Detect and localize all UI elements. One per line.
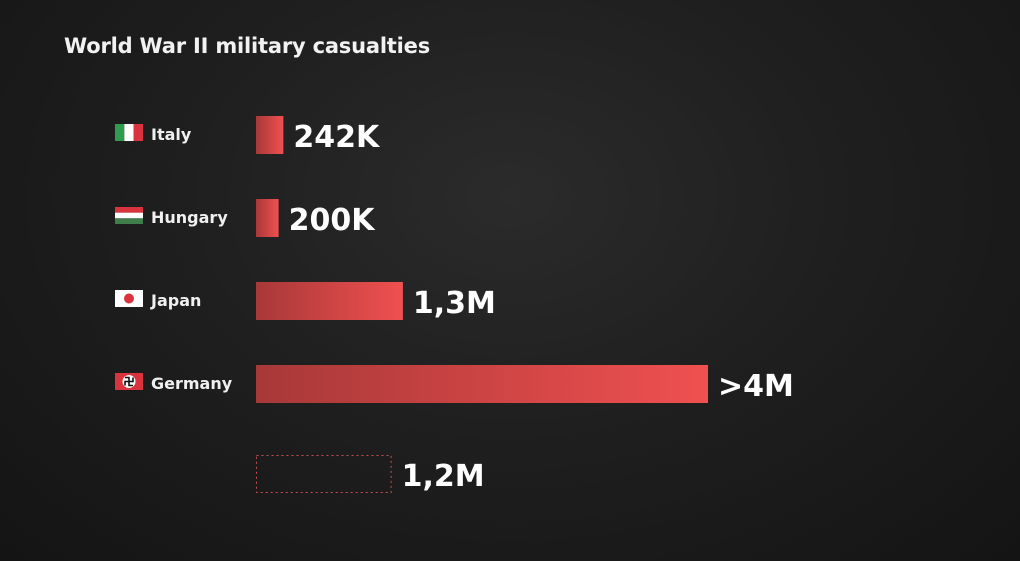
bar-row: 1,2M — [256, 455, 485, 494]
category-label: Japan — [150, 291, 201, 310]
value-label: >4M — [718, 369, 794, 404]
flag-stripe — [115, 207, 143, 213]
bar-row: Japan 1,3M — [115, 282, 496, 321]
flag-stripe — [133, 124, 143, 141]
italy-flag-icon — [115, 124, 143, 141]
category-label: Germany — [151, 374, 233, 393]
bar — [256, 365, 708, 403]
bar — [256, 116, 284, 154]
bar-row: Hungary 200K — [115, 199, 376, 238]
germany-flag-icon — [115, 373, 143, 390]
category-label: Hungary — [151, 208, 228, 227]
bar — [256, 282, 403, 320]
japan-flag-icon — [115, 290, 143, 307]
bar-row: Italy 242K — [115, 116, 381, 155]
flag-stripe — [115, 212, 143, 219]
value-label: 242K — [293, 120, 381, 155]
value-label: 200K — [289, 203, 377, 238]
value-label: 1,2M — [402, 459, 485, 494]
flag-disc — [124, 293, 134, 304]
flag-emblem — [124, 376, 134, 387]
flag-stripe — [124, 124, 134, 141]
bar-placeholder — [256, 455, 392, 493]
flag-stripe — [115, 218, 143, 224]
bar — [256, 199, 279, 237]
flag-stripe — [115, 124, 125, 141]
value-label: 1,3M — [413, 286, 496, 321]
hungary-flag-icon — [115, 207, 143, 224]
category-label: Italy — [151, 125, 192, 144]
bar-row: Germany >4M — [115, 365, 794, 404]
chart-title: World War II military casualties — [64, 34, 430, 58]
